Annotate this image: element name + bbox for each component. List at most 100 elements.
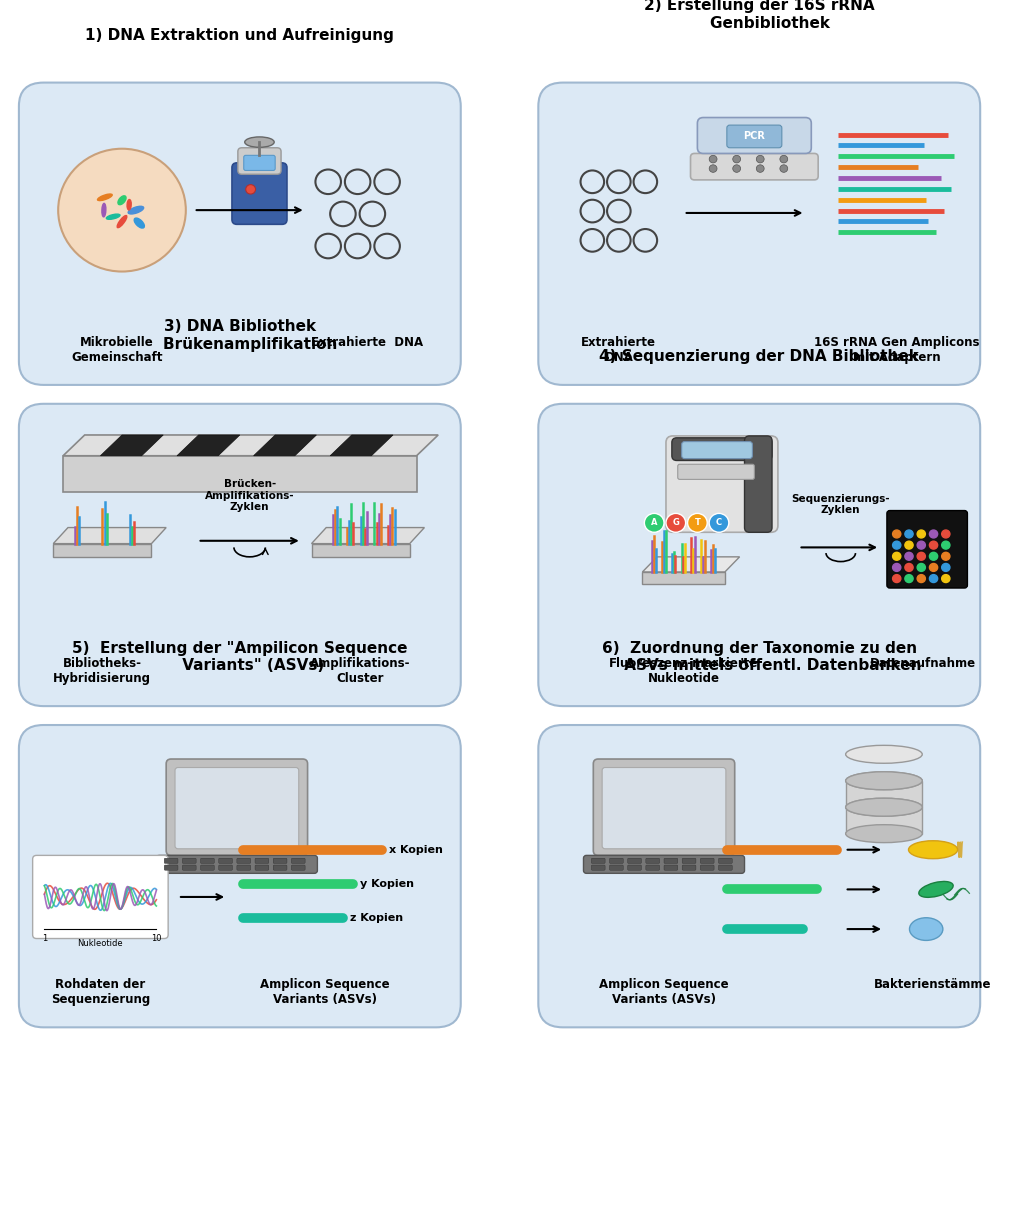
Circle shape [929, 552, 937, 561]
FancyBboxPatch shape [292, 859, 305, 863]
Text: T: T [694, 518, 700, 527]
Ellipse shape [117, 216, 127, 228]
Text: 2) Erstellung der 16S rRNA
    Genbibliothek: 2) Erstellung der 16S rRNA Genbibliothek [644, 0, 875, 30]
Circle shape [59, 149, 186, 271]
FancyBboxPatch shape [19, 725, 461, 1027]
Text: x Kopien: x Kopien [389, 845, 443, 855]
FancyBboxPatch shape [255, 859, 268, 863]
Circle shape [709, 165, 717, 172]
Text: 5)  Erstellung der "Ampilicon Sequence
     Variants" (ASVs): 5) Erstellung der "Ampilicon Sequence Va… [72, 641, 408, 673]
Polygon shape [100, 435, 163, 455]
Text: Bakterienstämme: Bakterienstämme [874, 978, 992, 992]
Ellipse shape [846, 745, 922, 763]
FancyBboxPatch shape [238, 148, 282, 174]
Polygon shape [53, 528, 166, 544]
FancyBboxPatch shape [646, 859, 660, 863]
FancyBboxPatch shape [593, 759, 735, 855]
Text: 16S rRNA Gen Amplicons
mit Adaptern: 16S rRNA Gen Amplicons mit Adaptern [814, 335, 980, 363]
Ellipse shape [118, 196, 126, 205]
Circle shape [733, 155, 741, 163]
FancyBboxPatch shape [539, 725, 980, 1027]
Polygon shape [64, 435, 438, 455]
FancyBboxPatch shape [718, 859, 733, 863]
FancyBboxPatch shape [672, 438, 772, 460]
FancyBboxPatch shape [164, 859, 178, 863]
Text: Bibliotheks-
Hybridisierung: Bibliotheks- Hybridisierung [53, 658, 151, 685]
FancyBboxPatch shape [682, 859, 696, 863]
FancyBboxPatch shape [682, 865, 696, 871]
FancyBboxPatch shape [609, 859, 624, 863]
Circle shape [246, 184, 255, 194]
Ellipse shape [908, 840, 958, 859]
Circle shape [893, 552, 901, 561]
FancyBboxPatch shape [718, 865, 733, 871]
FancyBboxPatch shape [591, 865, 605, 871]
Circle shape [929, 563, 937, 572]
Ellipse shape [846, 825, 922, 843]
Text: Sequenzierungs-
Zyklen: Sequenzierungs- Zyklen [791, 494, 890, 515]
Text: PCR: PCR [744, 132, 765, 142]
Circle shape [666, 513, 685, 533]
Text: Amplicon Sequence
Variants (ASVs): Amplicon Sequence Variants (ASVs) [260, 978, 390, 1006]
Circle shape [905, 563, 913, 572]
Circle shape [687, 513, 707, 533]
Circle shape [905, 552, 913, 561]
Text: Nukleotide: Nukleotide [78, 939, 123, 947]
Text: Amplicon Sequence
Variants (ASVs): Amplicon Sequence Variants (ASVs) [599, 978, 728, 1006]
FancyBboxPatch shape [628, 865, 642, 871]
Circle shape [917, 530, 925, 538]
FancyBboxPatch shape [690, 154, 818, 180]
Circle shape [780, 155, 788, 163]
FancyBboxPatch shape [164, 865, 178, 871]
FancyBboxPatch shape [244, 155, 275, 171]
Circle shape [905, 541, 913, 549]
FancyBboxPatch shape [183, 859, 196, 863]
Text: A: A [651, 518, 658, 527]
Ellipse shape [102, 203, 106, 217]
Polygon shape [846, 781, 922, 808]
FancyBboxPatch shape [666, 436, 778, 533]
Text: 1: 1 [41, 934, 47, 943]
Text: 10: 10 [151, 934, 161, 943]
Ellipse shape [98, 194, 112, 201]
FancyBboxPatch shape [682, 442, 753, 459]
Circle shape [645, 513, 664, 533]
FancyBboxPatch shape [201, 859, 214, 863]
FancyBboxPatch shape [646, 865, 660, 871]
Text: 3) DNA Bibliothek
    Brükenamplifikation: 3) DNA Bibliothek Brükenamplifikation [142, 320, 338, 352]
Text: C: C [716, 518, 722, 527]
Polygon shape [53, 544, 151, 557]
Text: Brücken-
Amplifikations-
Zyklen: Brücken- Amplifikations- Zyklen [205, 480, 295, 512]
FancyBboxPatch shape [237, 865, 250, 871]
Circle shape [929, 574, 937, 582]
Circle shape [941, 552, 949, 561]
FancyBboxPatch shape [745, 436, 772, 533]
FancyBboxPatch shape [292, 865, 305, 871]
Circle shape [905, 530, 913, 538]
Circle shape [917, 541, 925, 549]
FancyBboxPatch shape [602, 768, 725, 849]
FancyBboxPatch shape [628, 859, 642, 863]
Polygon shape [846, 808, 922, 833]
FancyBboxPatch shape [678, 464, 755, 480]
Polygon shape [312, 528, 425, 544]
Circle shape [917, 563, 925, 572]
FancyBboxPatch shape [539, 403, 980, 706]
Polygon shape [177, 435, 240, 455]
Circle shape [917, 552, 925, 561]
FancyBboxPatch shape [664, 865, 678, 871]
Text: Datenaufnahme: Datenaufnahme [870, 658, 977, 670]
Circle shape [709, 155, 717, 163]
FancyBboxPatch shape [19, 403, 461, 706]
FancyBboxPatch shape [887, 511, 968, 589]
FancyBboxPatch shape [237, 859, 250, 863]
FancyBboxPatch shape [273, 859, 287, 863]
Text: Extrahierte
DNA: Extrahierte DNA [581, 335, 656, 363]
FancyBboxPatch shape [273, 865, 287, 871]
Text: z Kopien: z Kopien [350, 913, 403, 923]
Circle shape [709, 513, 728, 533]
Circle shape [780, 165, 788, 172]
Text: Fluoreszenz-markierte
Nukleotide: Fluoreszenz-markierte Nukleotide [609, 658, 759, 685]
Ellipse shape [846, 771, 922, 790]
Text: G: G [672, 518, 679, 527]
